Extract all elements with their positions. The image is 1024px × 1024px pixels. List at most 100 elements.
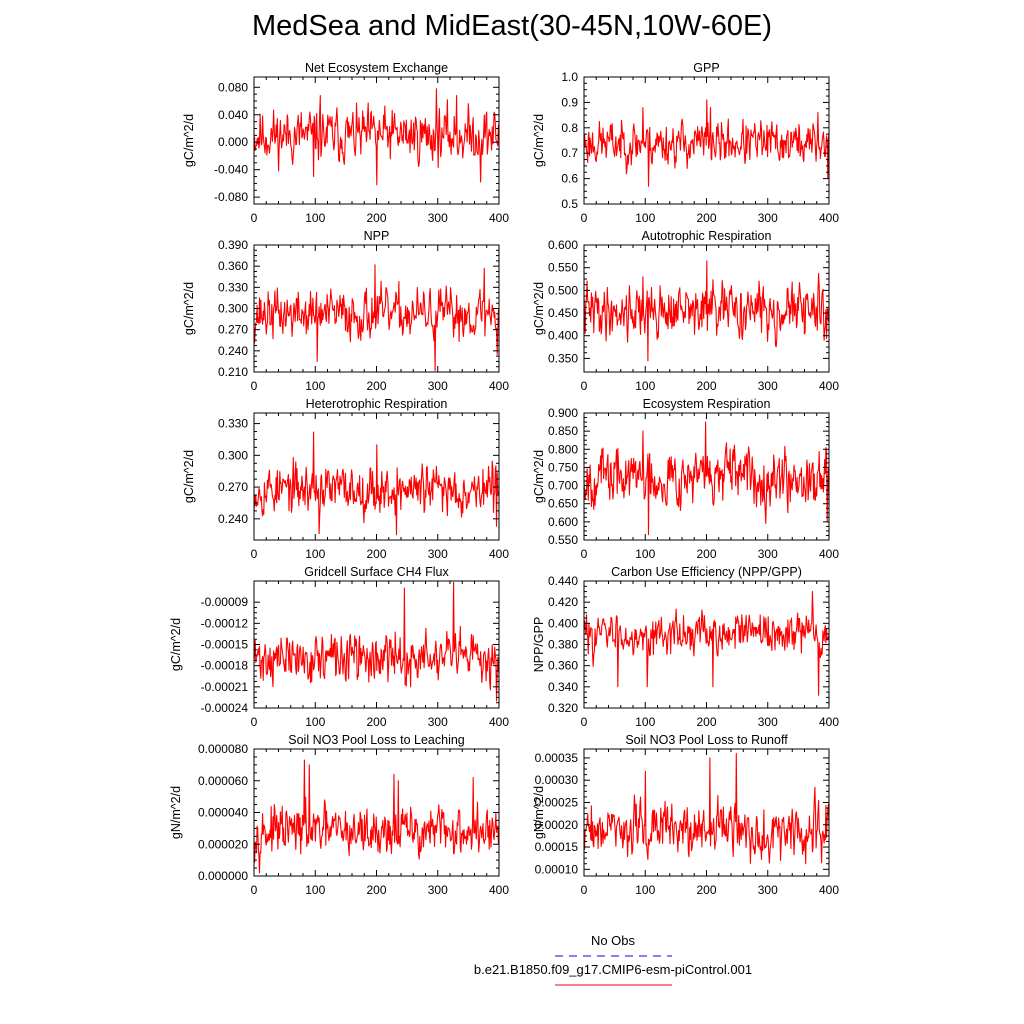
y-axis-label: gC/m^2/d	[182, 282, 196, 335]
series-line	[583, 752, 830, 865]
x-tick-label: 300	[758, 883, 778, 897]
y-axis-label: gC/m^2/d	[532, 282, 546, 335]
y-tick-label: -0.080	[214, 190, 248, 204]
y-tick-label: 0.00010	[535, 862, 579, 876]
y-axis-label: gC/m^2/d	[532, 450, 546, 503]
y-tick-label: 0.600	[548, 515, 578, 529]
x-tick-label: 400	[489, 211, 509, 225]
y-axis-label: gN/m^2/d	[169, 786, 183, 839]
y-tick-label: 0.340	[548, 680, 578, 694]
x-tick-label: 0	[251, 211, 258, 225]
y-tick-label: 0.300	[218, 302, 248, 316]
legend-model-label: b.e21.B1850.f09_g17.CMIP6-esm-piControl.…	[474, 962, 752, 977]
y-tick-label: 0.00025	[535, 795, 579, 809]
x-tick-label: 200	[366, 379, 386, 393]
chart-panel-1: Net Ecosystem Exchange gC/m^2/d 0 100 200 300…	[182, 61, 509, 225]
chart-panel-5: Heterotrophic Respiration gC/m^2/d 0 100 200…	[182, 397, 509, 561]
series-line	[583, 99, 830, 187]
series-line	[583, 421, 830, 536]
x-tick-label: 300	[428, 715, 448, 729]
y-tick-label: 0.420	[548, 595, 578, 609]
chart-panel-3: NPP gC/m^2/d 0 100 200 300 400 0.210 0.240 0.270 0…	[182, 229, 509, 393]
chart-panel-8: Carbon Use Efficiency (NPP/GPP) NPP/GPP 0 1…	[532, 565, 839, 729]
series-line	[253, 581, 500, 702]
y-tick-label: 0.00030	[535, 773, 579, 787]
chart-title: Heterotrophic Respiration	[306, 397, 448, 411]
chart-title: Soil NO3 Pool Loss to Leaching	[288, 733, 465, 747]
chart-panel-10: Soil NO3 Pool Loss to Runoff gN/m^2/d 0 100…	[532, 733, 839, 897]
y-tick-label: 0.380	[548, 638, 578, 652]
x-tick-label: 400	[819, 883, 839, 897]
y-tick-label: 0.500	[548, 283, 578, 297]
chart-panel-6: Ecosystem Respiration gC/m^2/d 0 100 200 300 4…	[532, 397, 839, 561]
x-tick-label: 0	[581, 547, 588, 561]
y-tick-label: -0.040	[214, 163, 248, 177]
series-line	[253, 431, 500, 536]
y-tick-label: 0.400	[548, 329, 578, 343]
y-tick-label: 0.440	[548, 574, 578, 588]
x-tick-label: 100	[305, 547, 325, 561]
y-axis-label: gC/m^2/d	[532, 114, 546, 167]
y-tick-label: -0.00015	[201, 638, 249, 652]
y-tick-label: 0.600	[548, 238, 578, 252]
chart-title: Soil NO3 Pool Loss to Runoff	[625, 733, 788, 747]
x-tick-label: 100	[305, 715, 325, 729]
x-tick-label: 0	[251, 379, 258, 393]
y-tick-label: 0.330	[218, 417, 248, 431]
x-tick-label: 200	[696, 379, 716, 393]
x-tick-label: 0	[251, 715, 258, 729]
x-tick-label: 300	[428, 883, 448, 897]
y-tick-label: 0.6	[561, 172, 578, 186]
chart-title: Ecosystem Respiration	[643, 397, 771, 411]
chart-title: GPP	[693, 61, 719, 75]
y-tick-label: 0.750	[548, 460, 578, 474]
x-tick-label: 400	[819, 379, 839, 393]
y-axis-label: gC/m^2/d	[182, 450, 196, 503]
y-tick-label: 0.240	[218, 344, 248, 358]
y-tick-label: 1.0	[561, 70, 578, 84]
y-tick-label: 0.390	[218, 238, 248, 252]
legend: No Obs b.e21.B1850.f09_g17.CMIP6-esm-piCo…	[474, 933, 752, 986]
chart-panel-4: Autotrophic Respiration gC/m^2/d 0 100 200 30…	[532, 229, 839, 393]
y-tick-label: 0.900	[548, 406, 578, 420]
y-axis-label: gN/m^2/d	[532, 786, 546, 839]
y-tick-label: 0.360	[548, 659, 578, 673]
chart-title: Gridcell Surface CH4 Flux	[304, 565, 449, 579]
y-axis-label: gC/m^2/d	[182, 114, 196, 167]
series-line	[583, 591, 830, 696]
y-axis-label: NPP/GPP	[532, 617, 546, 673]
x-tick-label: 200	[696, 715, 716, 729]
y-tick-label: 0.550	[548, 533, 578, 547]
y-tick-label: 0.5	[561, 197, 578, 211]
x-tick-label: 100	[305, 883, 325, 897]
series-line	[253, 88, 500, 186]
y-tick-label: 0.400	[548, 616, 578, 630]
x-tick-label: 0	[581, 379, 588, 393]
y-tick-label: -0.00012	[201, 616, 249, 630]
x-tick-label: 0	[581, 883, 588, 897]
x-tick-label: 200	[366, 211, 386, 225]
x-tick-label: 400	[819, 715, 839, 729]
y-tick-label: 0.8	[561, 121, 578, 135]
x-tick-label: 400	[819, 211, 839, 225]
x-tick-label: 300	[758, 715, 778, 729]
x-tick-label: 400	[489, 883, 509, 897]
x-tick-label: 300	[428, 547, 448, 561]
x-tick-label: 300	[758, 379, 778, 393]
y-tick-label: 0.00035	[535, 751, 579, 765]
y-tick-label: 0.270	[218, 480, 248, 494]
y-tick-label: 0.800	[548, 442, 578, 456]
chart-title: Carbon Use Efficiency (NPP/GPP)	[611, 565, 802, 579]
series-line	[253, 264, 500, 372]
y-tick-label: 0.320	[548, 701, 578, 715]
x-tick-label: 200	[366, 883, 386, 897]
y-tick-label: 0.00015	[535, 840, 579, 854]
x-tick-label: 0	[251, 883, 258, 897]
x-tick-label: 200	[696, 883, 716, 897]
y-tick-label: -0.00021	[201, 680, 249, 694]
series-line	[253, 759, 500, 874]
x-tick-label: 100	[305, 379, 325, 393]
y-tick-label: 0.000040	[198, 806, 248, 820]
y-tick-label: 0.9	[561, 95, 578, 109]
y-tick-label: -0.00018	[201, 659, 249, 673]
